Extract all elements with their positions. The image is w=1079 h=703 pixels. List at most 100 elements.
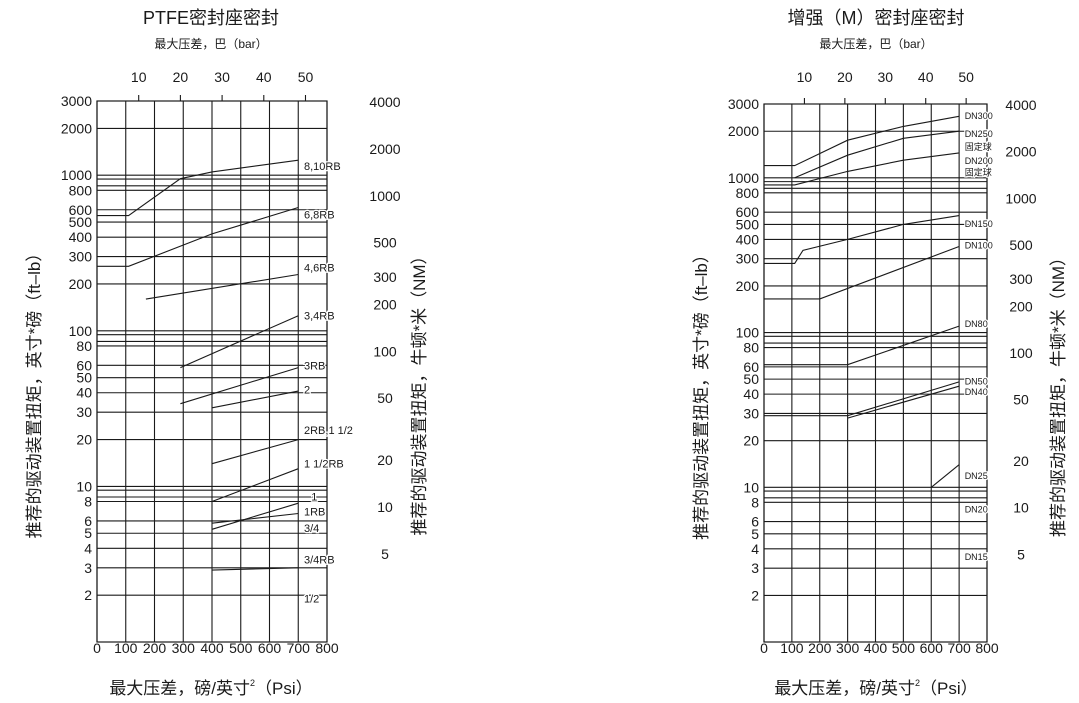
left-tick-label: 6 xyxy=(751,514,759,530)
left-tick-label: 30 xyxy=(76,404,92,420)
series-label: DN40 xyxy=(965,387,988,397)
x-tick-label: 300 xyxy=(172,640,196,656)
left-tick-label: 800 xyxy=(736,185,760,201)
x-axis-label-sup: 2 xyxy=(250,678,255,688)
x-tick-label: 200 xyxy=(143,640,167,656)
ptfe-torque-chart: PTFE密封座密封最大压差，巴（bar）30002000100080060050… xyxy=(25,8,429,698)
left-tick-label: 2000 xyxy=(61,120,92,136)
left-tick-label: 300 xyxy=(736,251,760,267)
right-tick-label: 1000 xyxy=(1005,190,1036,206)
series-label: 6,8RB xyxy=(304,209,335,221)
x-axis-label-main: 最大压差，磅/英寸 xyxy=(774,679,915,698)
x-tick-label: 100 xyxy=(114,640,138,656)
right-tick-label: 50 xyxy=(377,390,393,406)
left-tick-label: 60 xyxy=(76,357,92,373)
series-line xyxy=(180,367,299,405)
right-axis-label: 推荐的驱动装置扭矩，牛顿*米（NM） xyxy=(1049,249,1068,537)
right-tick-label: 20 xyxy=(1013,453,1029,469)
left-tick-label: 2000 xyxy=(728,123,759,139)
right-tick-label: 50 xyxy=(1013,392,1029,408)
x-axis-label: 最大压差，磅/英寸2（Psi） xyxy=(774,678,977,698)
left-tick-label: 3 xyxy=(751,560,759,576)
x-tick-label: 800 xyxy=(315,640,339,656)
x-tick-label: 500 xyxy=(892,640,916,656)
right-tick-label: 300 xyxy=(1009,271,1033,287)
series-line xyxy=(847,385,960,419)
right-tick-label: 500 xyxy=(1009,237,1033,253)
left-tick-label: 30 xyxy=(743,405,759,421)
x-tick-label: 600 xyxy=(258,640,282,656)
x-tick-label: 200 xyxy=(808,640,832,656)
left-tick-label: 2 xyxy=(751,587,759,603)
left-tick-label: 3000 xyxy=(728,96,759,112)
right-tick-label: 4000 xyxy=(1005,97,1036,113)
left-tick-label: 80 xyxy=(76,338,92,354)
left-tick-label: 200 xyxy=(736,278,760,294)
top-tick-label: 20 xyxy=(173,69,189,85)
series-label: 1RB xyxy=(304,506,325,518)
x-tick-label: 600 xyxy=(920,640,944,656)
series-label: 1 xyxy=(311,492,317,504)
left-tick-label: 3000 xyxy=(61,93,92,109)
right-tick-label: 10 xyxy=(1013,500,1029,516)
left-tick-label: 40 xyxy=(76,385,92,401)
x-tick-label: 300 xyxy=(836,640,860,656)
left-tick-label: 20 xyxy=(743,433,759,449)
left-tick-label: 8 xyxy=(751,494,759,510)
series-label: 3/4 xyxy=(304,523,319,535)
x-axis-label-unit: （Psi） xyxy=(255,679,313,698)
top-tick-label: 10 xyxy=(131,69,147,85)
left-tick-label: 20 xyxy=(76,432,92,448)
chart-title: PTFE密封座密封 xyxy=(143,8,279,28)
left-tick-label: 1000 xyxy=(61,167,92,183)
top-tick-label: 30 xyxy=(877,69,893,85)
series-label: DN100 xyxy=(965,241,993,251)
series-label: DN250 xyxy=(965,129,993,139)
top-tick-label: 30 xyxy=(214,69,230,85)
left-tick-label: 4 xyxy=(751,541,759,557)
left-tick-label: 100 xyxy=(69,323,93,339)
series-label: 2RB,1 1/2 xyxy=(304,425,353,437)
series-label: DN15 xyxy=(965,552,988,562)
right-tick-label: 300 xyxy=(373,269,397,285)
right-tick-label: 4000 xyxy=(369,94,400,110)
x-tick-label: 700 xyxy=(947,640,971,656)
chart-title: 增强（M）密封座密封 xyxy=(788,8,965,28)
series-label: 1 1/2RB xyxy=(304,459,344,471)
series-line xyxy=(764,325,960,366)
left-tick-label: 80 xyxy=(743,340,759,356)
x-axis-label-sup: 2 xyxy=(915,678,920,688)
left-tick-label: 500 xyxy=(69,214,93,230)
x-tick-label: 100 xyxy=(780,640,804,656)
left-axis-label: 推荐的驱动装置扭矩，英寸*磅（ft–lb） xyxy=(25,245,44,539)
left-tick-label: 60 xyxy=(743,359,759,375)
right-tick-label: 100 xyxy=(1009,345,1033,361)
right-tick-label: 200 xyxy=(1009,298,1033,314)
left-tick-label: 400 xyxy=(736,231,760,247)
series-label: 8,10RB xyxy=(304,161,341,173)
series-line xyxy=(180,315,299,369)
series-label: 2 xyxy=(304,384,310,396)
series-line xyxy=(764,152,960,186)
series-label: 4,6RB xyxy=(304,263,335,275)
series-label: DN50 xyxy=(965,376,988,386)
right-tick-label: 100 xyxy=(373,343,397,359)
left-tick-label: 2 xyxy=(84,587,92,603)
x-tick-label: 0 xyxy=(93,640,101,656)
x-axis-label: 最大压差，磅/英寸2（Psi） xyxy=(109,678,312,698)
left-tick-label: 50 xyxy=(743,371,759,387)
series-line xyxy=(764,115,960,167)
left-tick-label: 200 xyxy=(69,276,93,292)
series-label: DN80 xyxy=(965,319,988,329)
x-tick-label: 400 xyxy=(864,640,888,656)
right-tick-label: 1000 xyxy=(369,188,400,204)
series-line xyxy=(211,468,299,503)
x-tick-label: 500 xyxy=(229,640,253,656)
series-line xyxy=(145,273,299,300)
reinforced-torque-chart: 增强（M）密封座密封最大压差，巴（bar）3000200010008006005… xyxy=(692,8,1068,698)
left-tick-label: 5 xyxy=(84,525,92,541)
left-tick-label: 500 xyxy=(736,216,760,232)
series-label: 固定球 xyxy=(965,141,992,152)
left-tick-label: 3 xyxy=(84,560,92,576)
